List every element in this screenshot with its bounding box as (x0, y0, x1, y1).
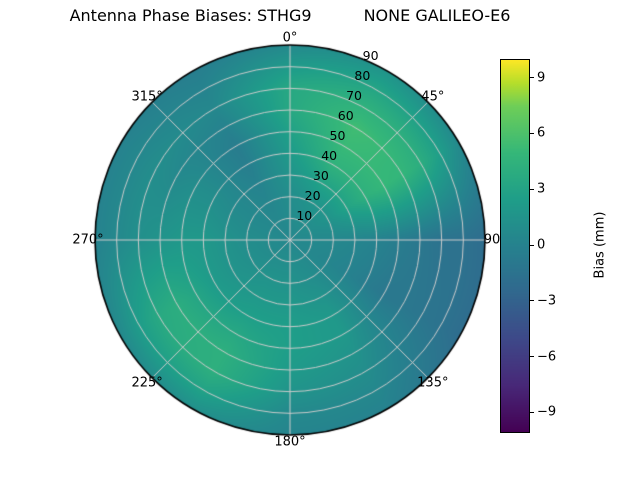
angular-tick-label: 270° (72, 232, 104, 248)
angular-tick-label: 135° (417, 375, 449, 391)
colorbar-tick-mark (530, 188, 534, 190)
colorbar (500, 59, 530, 433)
angular-tick-label: 45° (421, 89, 445, 105)
colorbar-tick-label: 0 (537, 237, 546, 253)
angular-tick-label: 0° (282, 30, 298, 46)
radial-tick-label: 70 (346, 87, 362, 103)
radial-tick-label: 40 (321, 147, 338, 163)
colorbar-tick-mark (530, 77, 534, 79)
radial-tick-label: 60 (337, 107, 354, 123)
radial-tick-label: 80 (354, 67, 371, 83)
radial-tick-label: 20 (304, 187, 321, 203)
angular-tick-label: 225° (131, 375, 163, 391)
colorbar-tick-mark (530, 132, 534, 134)
colorbar-tick-mark (530, 356, 534, 358)
radial-tick-label: 50 (329, 127, 346, 143)
colorbar-tick-mark (530, 244, 534, 246)
colorbar-tick-label: −3 (537, 293, 557, 309)
chart-title-station: Antenna Phase Biases: STHG9 (69, 6, 312, 25)
colorbar-tick-mark (530, 411, 534, 413)
colorbar-tick-mark (530, 300, 534, 302)
radial-tick-label: 90 (362, 47, 379, 63)
colorbar-tick-label: 6 (537, 125, 546, 141)
angular-tick-label: 180° (274, 434, 306, 450)
colorbar-tick-label: −6 (537, 349, 557, 365)
colorbar-tick-label: 9 (537, 70, 546, 86)
angular-tick-label: 90 (483, 232, 501, 248)
radial-tick-label: 30 (312, 167, 329, 183)
chart-title: Antenna Phase Biases: STHG9 NONE GALILEO… (70, 6, 511, 25)
chart-title-signal: NONE GALILEO-E6 (363, 6, 511, 25)
radial-tick-label: 10 (296, 207, 313, 223)
polar-heatmap (92, 42, 488, 438)
colorbar-axis-label: Bias (mm) (592, 211, 608, 279)
colorbar-tick-label: 3 (537, 181, 546, 197)
angular-tick-label: 315° (131, 89, 163, 105)
colorbar-tick-label: −9 (537, 404, 557, 420)
